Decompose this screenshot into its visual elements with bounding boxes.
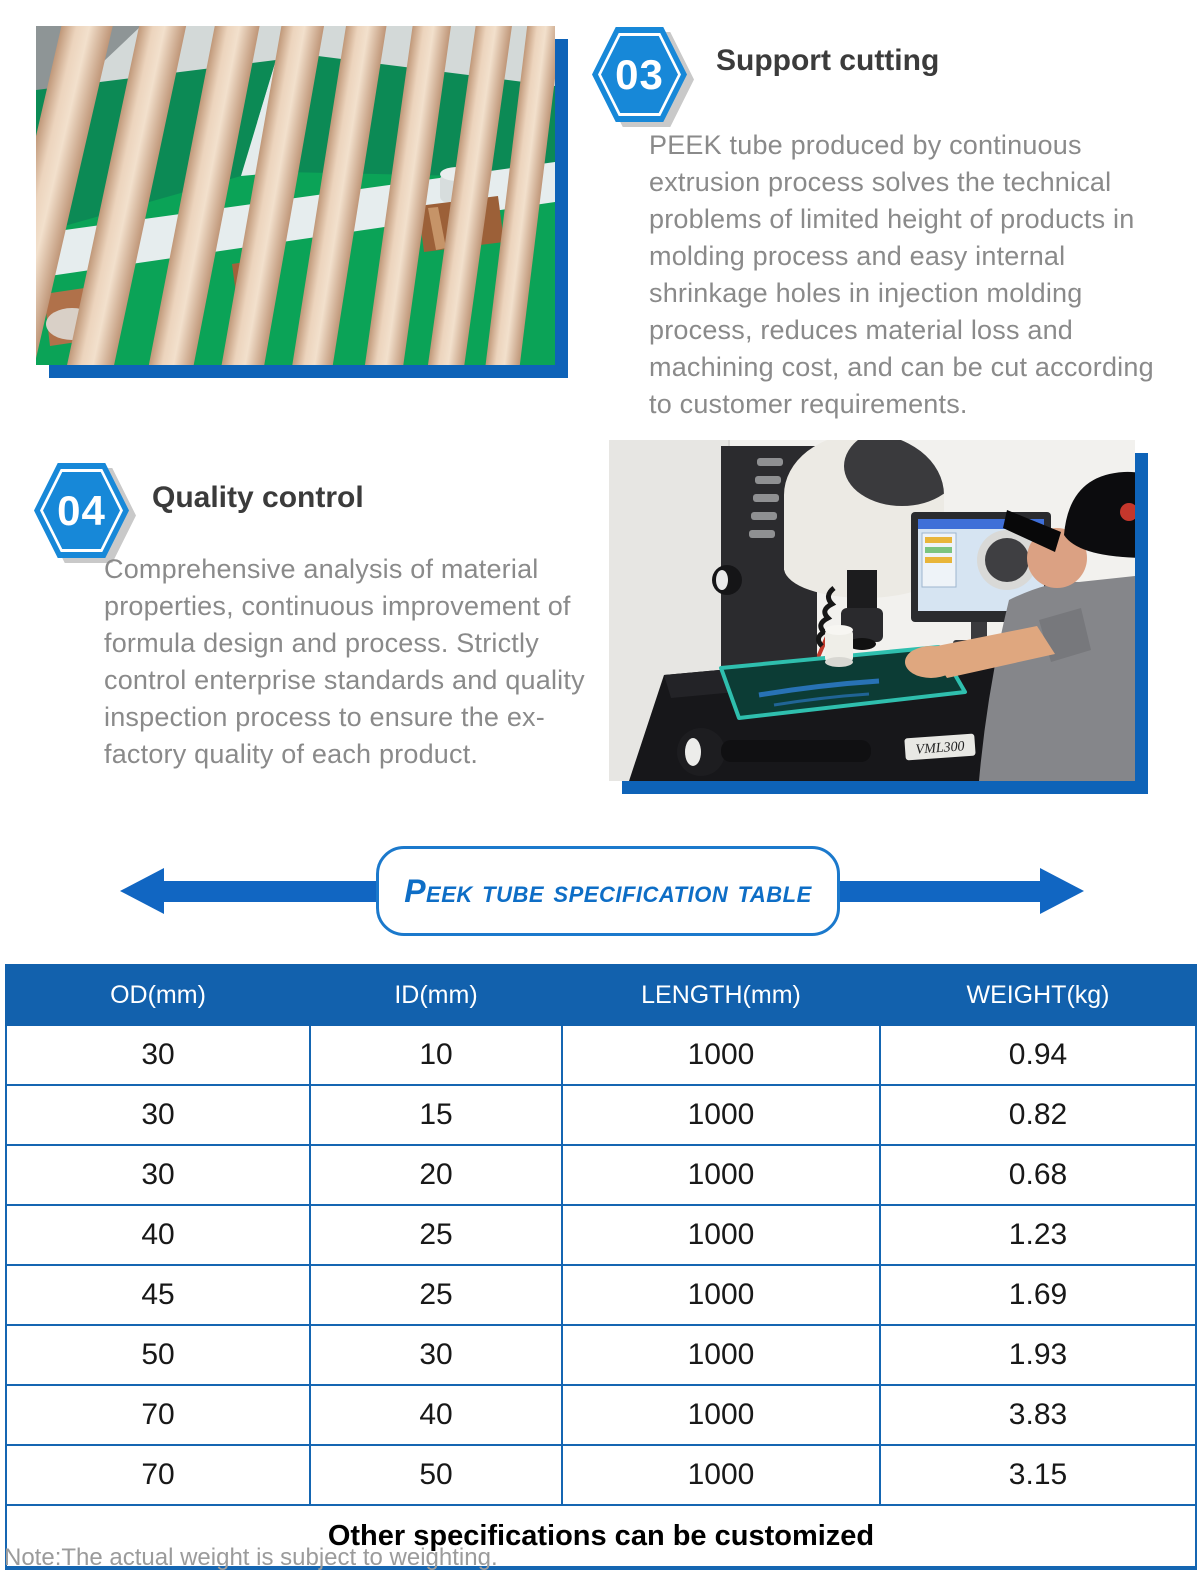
hexagon-icon: 04 [34, 463, 129, 558]
spec-table-body: 30 10 1000 0.94 30 15 1000 0.82 30 20 1000 0.68 40 25… [5, 1024, 1197, 1506]
table-footer-cell: Other specifications can be customized [5, 1504, 1197, 1570]
table-cell: 25 [309, 1204, 563, 1266]
table-row: 70 40 1000 3.83 [5, 1384, 1197, 1446]
col-header-length: LENGTH(mm) [561, 964, 881, 1026]
col-header-weight: WEIGHT(kg) [879, 964, 1197, 1026]
table-cell: 30 [309, 1324, 563, 1386]
table-header-row: OD(mm) ID(mm) LENGTH(mm) WEIGHT(kg) [5, 964, 1197, 1026]
table-cell: 25 [309, 1264, 563, 1326]
right-arrow-icon [1040, 868, 1084, 914]
table-cell: 1.69 [879, 1264, 1197, 1326]
banner-title: Peek tube specification table [404, 872, 812, 909]
table-cell: 30 [5, 1144, 311, 1206]
col-header-od: OD(mm) [5, 964, 311, 1026]
table-cell: 0.68 [879, 1144, 1197, 1206]
weight-note: Note:The actual weight is subject to wei… [4, 1544, 498, 1571]
table-cell: 1000 [561, 1144, 881, 1206]
peek-tubes-illustration [36, 26, 555, 365]
step-number: 03 [615, 50, 664, 98]
table-cell: 40 [309, 1384, 563, 1446]
table-cell: 1000 [561, 1324, 881, 1386]
table-row: 30 10 1000 0.94 [5, 1024, 1197, 1086]
table-row: 70 50 1000 3.15 [5, 1444, 1197, 1506]
step-number: 04 [57, 486, 106, 534]
table-row: 40 25 1000 1.23 [5, 1204, 1197, 1266]
step-body-quality-control: Comprehensive analysis of material prope… [104, 554, 585, 769]
table-cell: 1000 [561, 1444, 881, 1506]
spec-table: OD(mm) ID(mm) LENGTH(mm) WEIGHT(kg) 30 10… [5, 964, 1197, 1570]
table-cell: 20 [309, 1144, 563, 1206]
banner-pill: Peek tube specification table [376, 846, 840, 936]
table-cell: 70 [5, 1444, 311, 1506]
table-row: 30 20 1000 0.68 [5, 1144, 1197, 1206]
table-row: 30 15 1000 0.82 [5, 1084, 1197, 1146]
table-row: 50 30 1000 1.93 [5, 1324, 1197, 1386]
table-cell: 40 [5, 1204, 311, 1266]
table-cell: 1.93 [879, 1324, 1197, 1386]
table-cell: 1000 [561, 1024, 881, 1086]
table-cell: 70 [5, 1384, 311, 1446]
table-cell: 10 [309, 1024, 563, 1086]
step-title-quality-control: Quality control [152, 481, 364, 514]
table-cell: 3.83 [879, 1384, 1197, 1446]
table-cell: 3.15 [879, 1444, 1197, 1506]
step-title-support-cutting: Support cutting [716, 44, 940, 77]
table-cell: 0.94 [879, 1024, 1197, 1086]
table-cell: 15 [309, 1084, 563, 1146]
table-cell: 0.82 [879, 1084, 1197, 1146]
right-arrow-shaft [834, 881, 1044, 902]
table-row: 45 25 1000 1.69 [5, 1264, 1197, 1326]
table-cell: 30 [5, 1024, 311, 1086]
peek-tubes-photo [36, 26, 568, 378]
hexagon-icon: 03 [592, 27, 687, 122]
step-badge-03: 03 [592, 27, 687, 122]
table-cell: 1000 [561, 1264, 881, 1326]
step-badge-04: 04 [34, 463, 129, 558]
col-header-id: ID(mm) [309, 964, 563, 1026]
machine-model-label: VML300 [915, 739, 965, 757]
step-body-support-cutting: PEEK tube produced by continuous extrusi… [649, 130, 1154, 419]
measuring-machine-illustration: VML300 [609, 440, 1135, 781]
table-cell: 1000 [561, 1084, 881, 1146]
table-cell: 50 [309, 1444, 563, 1506]
table-cell: 30 [5, 1084, 311, 1146]
quality-control-photo: VML300 [609, 440, 1148, 794]
table-cell: 50 [5, 1324, 311, 1386]
left-arrow-shaft [158, 881, 382, 902]
table-cell: 1000 [561, 1384, 881, 1446]
spec-table-banner: Peek tube specification table [0, 843, 1200, 939]
table-cell: 1000 [561, 1204, 881, 1266]
table-cell: 1.23 [879, 1204, 1197, 1266]
table-cell: 45 [5, 1264, 311, 1326]
table-footer-row: Other specifications can be customized [5, 1504, 1197, 1570]
